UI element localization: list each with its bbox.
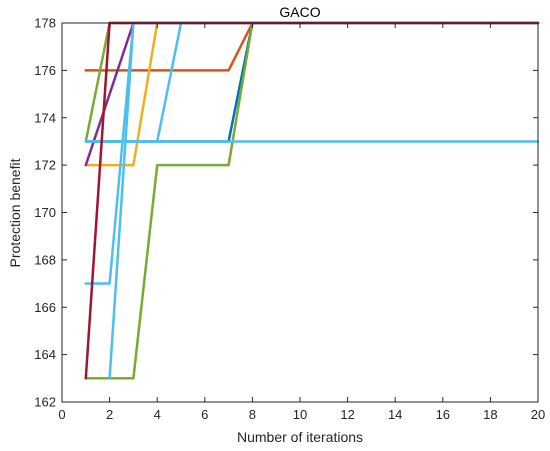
y-tick-label: 166	[34, 300, 56, 315]
x-tick-label: 14	[388, 407, 402, 422]
x-tick-label: 0	[58, 407, 65, 422]
x-tick-label: 10	[293, 407, 307, 422]
x-tick-label: 6	[201, 407, 208, 422]
x-tick-label: 8	[249, 407, 256, 422]
x-tick-label: 18	[483, 407, 497, 422]
x-tick-label: 2	[106, 407, 113, 422]
x-tick-label: 12	[340, 407, 354, 422]
ticks-layer: 0 2 4 6 8 10 12 14 16 18 20 162 164 166 168 170 172 174 17…	[34, 16, 545, 423]
y-tick-label: 168	[34, 252, 56, 267]
x-tick-label: 16	[436, 407, 450, 422]
x-tick-label: 20	[531, 407, 545, 422]
plot-area	[62, 23, 538, 402]
y-tick-label: 176	[34, 63, 56, 78]
chart-title: GACO	[279, 4, 320, 20]
y-tick-label: 174	[34, 110, 56, 125]
y-tick-label: 164	[34, 347, 56, 362]
y-tick-label: 172	[34, 158, 56, 173]
y-tick-label: 162	[34, 395, 56, 410]
y-axis-label: Protection benefit	[7, 158, 23, 267]
y-tick-label: 170	[34, 205, 56, 220]
x-axis-label: Number of iterations	[237, 429, 363, 445]
x-tick-label: 4	[154, 407, 161, 422]
y-tick-label: 178	[34, 16, 56, 31]
